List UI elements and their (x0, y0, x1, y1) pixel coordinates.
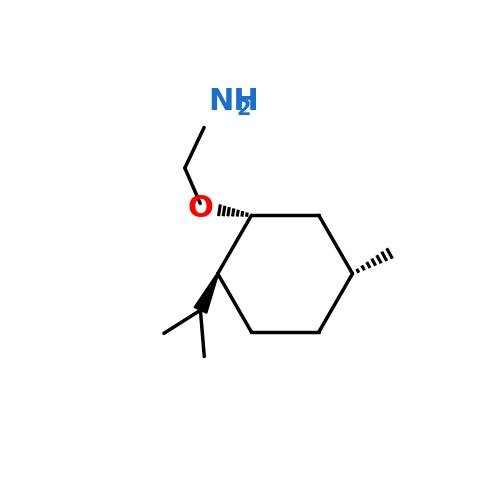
Text: O: O (188, 194, 213, 223)
Text: NH: NH (208, 87, 258, 116)
Text: 2: 2 (236, 98, 250, 118)
Polygon shape (194, 274, 218, 313)
